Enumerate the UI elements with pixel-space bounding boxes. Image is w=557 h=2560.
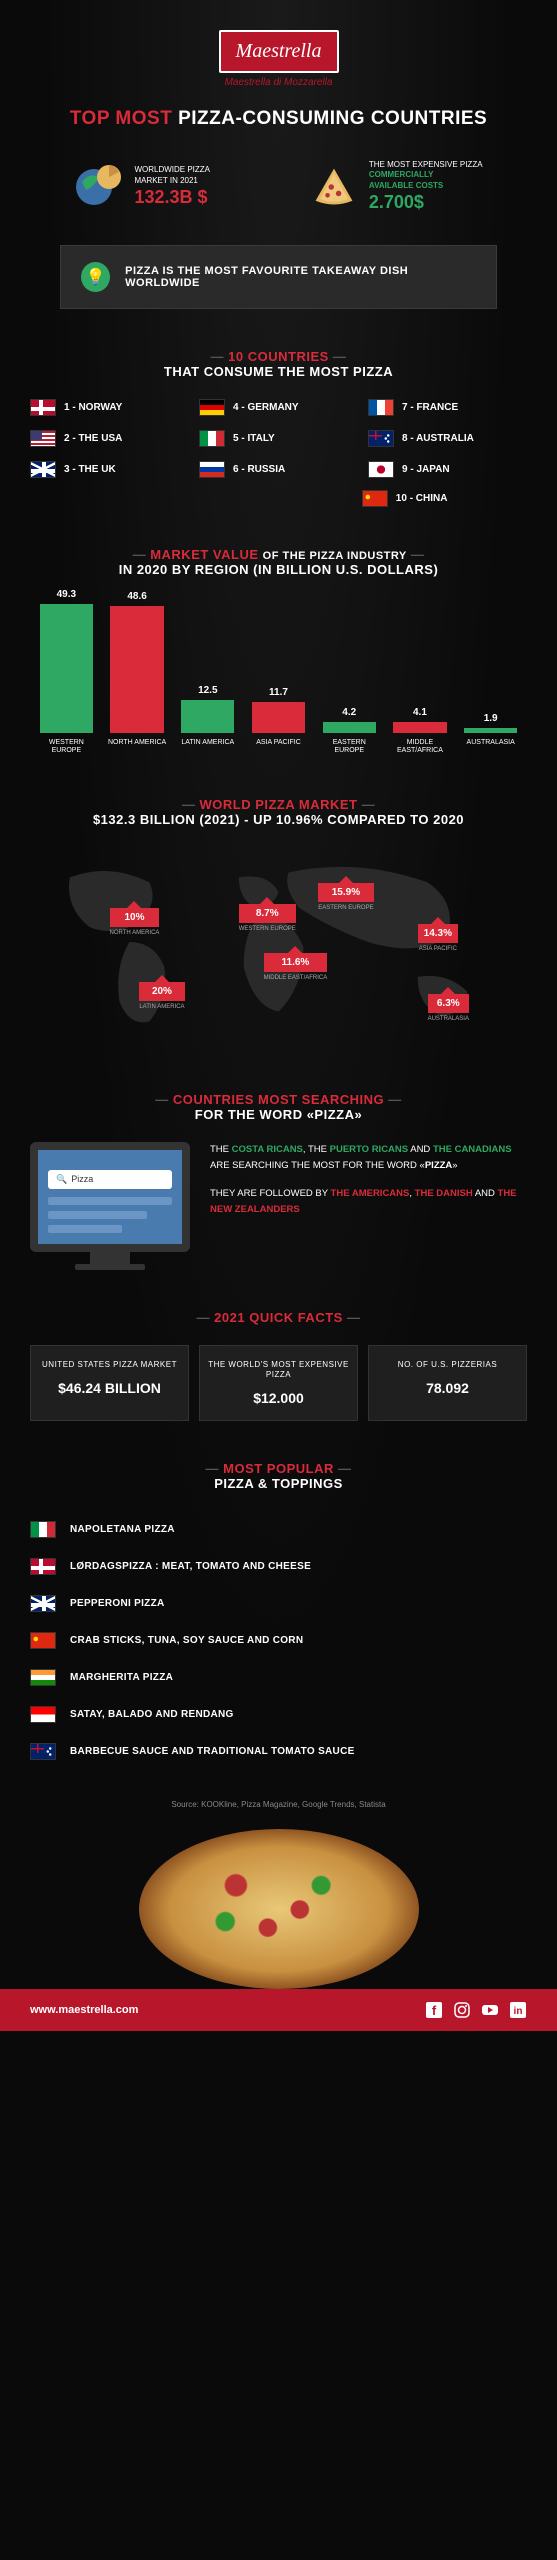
flag-de-icon — [199, 399, 225, 416]
country-extra-row: 10 - CHINA — [30, 490, 527, 507]
bar-column: 1.9AUSTRALASIA — [459, 713, 522, 757]
flag-in-icon — [30, 1669, 56, 1686]
topping-row: SATAY, BALADO AND RENDANG — [30, 1696, 527, 1733]
globe-pizza-icon — [74, 162, 124, 212]
toppings-list: NAPOLETANA PIZZALØRDAGSPIZZA : MEAT, TOM… — [30, 1511, 527, 1770]
linkedin-icon[interactable]: in — [509, 2001, 527, 2019]
fact-banner: 💡 PIZZA IS THE MOST FAVOURITE TAKEAWAY D… — [60, 245, 497, 309]
topping-row: PEPPERONI PIZZA — [30, 1585, 527, 1622]
country-item: 2 - THE USA — [30, 430, 189, 447]
svg-text:in: in — [514, 2006, 523, 2017]
flag-us-icon — [30, 430, 56, 447]
source-text: Source: KOOKline, Pizza Magazine, Google… — [30, 1800, 527, 1809]
flag-it-icon — [30, 1521, 56, 1538]
map-marker: 6.3%AUSTRALASIA — [428, 994, 469, 1022]
stat-market: WORLDWIDE PIZZA MARKET IN 2021 132.3B $ — [74, 162, 210, 212]
map-marker: 14.3%ASIA PACIFIC — [418, 924, 458, 952]
flag-no-icon — [30, 1558, 56, 1575]
topping-row: BARBECUE SAUCE AND TRADITIONAL TOMATO SA… — [30, 1733, 527, 1770]
fact-card: THE WORLD'S MOST EXPENSIVE PIZZA$12.000 — [199, 1345, 358, 1422]
monitor-icon: 🔍Pizza — [30, 1142, 190, 1270]
search-text: THE COSTA RICANS, THE PUERTO RICANS AND … — [210, 1142, 527, 1219]
map-marker: 20%LATIN AMERICA — [139, 982, 184, 1010]
country-grid: 1 - NORWAY 4 - GERMANY 7 - FRANCE 2 - THE U… — [30, 399, 527, 478]
pizza-slice-icon — [309, 162, 359, 212]
search-icon: 🔍 — [56, 1174, 67, 1185]
country-item: 7 - FRANCE — [368, 399, 527, 416]
flag-au-icon — [368, 430, 394, 447]
flag-uk-icon — [30, 461, 56, 478]
flag-id-icon — [30, 1706, 56, 1723]
main-title: TOP MOST PIZZA-CONSUMING COUNTRIES — [30, 108, 527, 130]
bar-chart: 49.3WESTERN EUROPE48.6NORTH AMERICA12.5L… — [30, 597, 527, 757]
topping-row: LØRDAGSPIZZA : MEAT, TOMATO AND CHEESE — [30, 1548, 527, 1585]
topping-row: NAPOLETANA PIZZA — [30, 1511, 527, 1548]
flag-it-icon — [199, 430, 225, 447]
country-item: 10 - CHINA — [362, 490, 448, 507]
flag-cn-icon — [30, 1632, 56, 1649]
quick-facts-row: UNITED STATES PIZZA MARKET$46.24 BILLION… — [30, 1345, 527, 1422]
flag-ru-icon — [199, 461, 225, 478]
country-item: 3 - THE UK — [30, 461, 189, 478]
infographic-container: Maestrella Maestrella di Mozzarella TOP … — [0, 0, 557, 1989]
search-section: 🔍Pizza THE COSTA RICANS, THE PUERTO RICA… — [30, 1142, 527, 1270]
flag-no-icon — [30, 399, 56, 416]
map-marker: 11.6%MIDDLE EAST/AFRICA — [264, 953, 328, 981]
bar-column: 11.7ASIA PACIFIC — [247, 687, 310, 756]
map-marker: 8.7%WESTERN EUROPE — [239, 904, 296, 932]
facebook-icon[interactable]: f — [425, 2001, 443, 2019]
countries-heading: 10 COUNTRIES THAT CONSUME THE MOST PIZZA — [30, 349, 527, 379]
fact-card: NO. OF U.S. PIZZERIAS78.092 — [368, 1345, 527, 1422]
flag-au-icon — [30, 1743, 56, 1760]
bar-column: 4.2EASTERN EUROPE — [318, 707, 381, 757]
fact-card: UNITED STATES PIZZA MARKET$46.24 BILLION — [30, 1345, 189, 1422]
country-item: 8 - AUSTRALIA — [368, 430, 527, 447]
flag-cn-icon — [362, 490, 388, 507]
map-marker: 10%NORTH AMERICA — [110, 908, 160, 936]
youtube-icon[interactable] — [481, 2001, 499, 2019]
quick-facts-heading: 2021 QUICK FACTS — [30, 1310, 527, 1325]
instagram-icon[interactable] — [453, 2001, 471, 2019]
search-bar: 🔍Pizza — [48, 1170, 172, 1189]
country-item: 6 - RUSSIA — [199, 461, 358, 478]
flag-fr-icon — [368, 399, 394, 416]
brand-tagline: Maestrella di Mozzarella — [30, 77, 527, 88]
topping-row: MARGHERITA PIZZA — [30, 1659, 527, 1696]
brand-name: Maestrella — [236, 40, 322, 62]
header-stats: WORLDWIDE PIZZA MARKET IN 2021 132.3B $ … — [30, 160, 527, 215]
brand-logo: Maestrella — [219, 30, 339, 73]
market-heading: MARKET VALUE OF THE PIZZA INDUSTRY IN 20… — [30, 547, 527, 577]
bar-column: 49.3WESTERN EUROPE — [35, 589, 98, 756]
pizza-photo — [139, 1829, 419, 1989]
footer: www.maestrella.com f in — [0, 1989, 557, 2031]
social-icons: f in — [425, 2001, 527, 2019]
topping-row: CRAB STICKS, TUNA, SOY SAUCE AND CORN — [30, 1622, 527, 1659]
country-item: 5 - ITALY — [199, 430, 358, 447]
country-item: 4 - GERMANY — [199, 399, 358, 416]
bar-column: 48.6NORTH AMERICA — [106, 591, 169, 756]
country-item: 9 - JAPAN — [368, 461, 527, 478]
world-market-heading: WORLD PIZZA MARKET $132.3 BILLION (2021)… — [30, 797, 527, 827]
search-heading: COUNTRIES MOST SEARCHING FOR THE WORD «P… — [30, 1092, 527, 1122]
flag-uk-icon — [30, 1595, 56, 1612]
lightbulb-icon: 💡 — [81, 262, 110, 292]
footer-url[interactable]: www.maestrella.com — [30, 2004, 138, 2016]
map-marker: 15.9%EASTERN EUROPE — [318, 883, 373, 911]
bar-column: 4.1MIDDLE EAST/AFRICA — [389, 707, 452, 757]
stat-expensive: THE MOST EXPENSIVE PIZZA COMMERCIALLY AV… — [309, 160, 483, 215]
world-map: 10%NORTH AMERICA 20%LATIN AMERICA 8.7%WEST… — [30, 847, 527, 1052]
country-item: 1 - NORWAY — [30, 399, 189, 416]
bar-column: 12.5LATIN AMERICA — [176, 685, 239, 757]
svg-text:f: f — [432, 2003, 437, 2018]
toppings-heading: MOST POPULAR PIZZA & TOPPINGS — [30, 1461, 527, 1491]
flag-jp-icon — [368, 461, 394, 478]
